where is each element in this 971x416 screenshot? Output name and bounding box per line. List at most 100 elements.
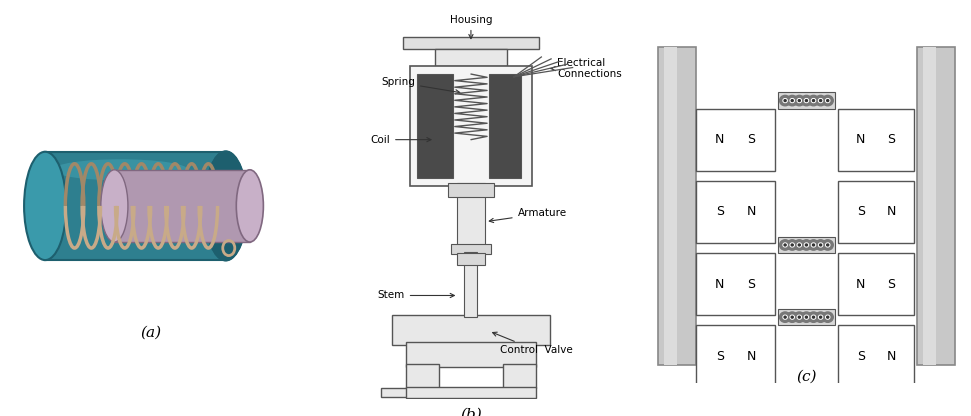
Circle shape: [819, 243, 822, 247]
Text: (b): (b): [460, 408, 482, 416]
Bar: [403, 37, 539, 50]
Text: N: N: [887, 206, 895, 218]
Bar: [392, 314, 550, 345]
Circle shape: [812, 243, 816, 247]
Bar: [664, 47, 677, 365]
Bar: [452, 243, 490, 255]
Circle shape: [813, 244, 815, 246]
Circle shape: [797, 243, 801, 247]
Circle shape: [819, 99, 822, 102]
Text: S: S: [856, 206, 865, 218]
Bar: [696, 181, 775, 243]
Circle shape: [801, 95, 812, 106]
Circle shape: [813, 316, 815, 318]
Text: Control  Valve: Control Valve: [492, 332, 573, 355]
Text: N: N: [715, 133, 724, 146]
Circle shape: [797, 315, 801, 319]
Circle shape: [791, 99, 793, 102]
Ellipse shape: [236, 170, 263, 242]
Circle shape: [812, 315, 816, 319]
Text: S: S: [748, 277, 755, 290]
Bar: [778, 237, 835, 253]
Text: N: N: [747, 350, 755, 363]
Circle shape: [801, 240, 812, 250]
Bar: [838, 109, 914, 171]
Text: N: N: [856, 277, 865, 290]
Text: (c): (c): [796, 370, 817, 384]
Bar: [406, 364, 439, 389]
Circle shape: [780, 240, 790, 250]
Bar: [406, 342, 536, 366]
Bar: [917, 47, 954, 365]
Circle shape: [790, 99, 794, 102]
Circle shape: [787, 240, 798, 250]
Circle shape: [798, 99, 800, 102]
Circle shape: [815, 240, 826, 250]
Text: Electrical
Connections: Electrical Connections: [552, 58, 621, 79]
Circle shape: [822, 240, 833, 250]
Circle shape: [780, 95, 790, 106]
Circle shape: [825, 315, 830, 319]
PathPatch shape: [382, 389, 418, 396]
Circle shape: [825, 243, 830, 247]
Bar: [696, 109, 775, 171]
Text: S: S: [887, 133, 895, 146]
Text: S: S: [856, 350, 865, 363]
Circle shape: [822, 312, 833, 322]
Bar: [46, 152, 226, 260]
Text: S: S: [716, 206, 723, 218]
Bar: [838, 253, 914, 315]
Circle shape: [787, 95, 798, 106]
Circle shape: [805, 99, 808, 102]
Text: S: S: [716, 350, 723, 363]
Circle shape: [813, 99, 815, 102]
Circle shape: [804, 99, 809, 102]
Circle shape: [822, 95, 833, 106]
Bar: [488, 74, 521, 178]
Text: Spring: Spring: [382, 77, 460, 94]
Circle shape: [805, 244, 808, 246]
Circle shape: [793, 240, 805, 250]
Circle shape: [784, 99, 787, 102]
Circle shape: [812, 99, 816, 102]
Bar: [418, 74, 452, 178]
Circle shape: [793, 95, 805, 106]
Ellipse shape: [24, 152, 66, 260]
Bar: [115, 170, 250, 242]
Circle shape: [815, 312, 826, 322]
Circle shape: [791, 316, 793, 318]
Circle shape: [820, 316, 821, 318]
Text: S: S: [748, 133, 755, 146]
Circle shape: [820, 99, 821, 102]
Bar: [435, 50, 507, 66]
Circle shape: [819, 315, 822, 319]
Circle shape: [783, 243, 787, 247]
Circle shape: [808, 95, 820, 106]
Bar: [456, 253, 486, 265]
Bar: [410, 66, 532, 186]
Circle shape: [820, 244, 821, 246]
Text: (a): (a): [140, 325, 161, 339]
Bar: [838, 325, 914, 387]
Bar: [923, 47, 936, 365]
Circle shape: [791, 244, 793, 246]
Circle shape: [780, 312, 790, 322]
Circle shape: [826, 244, 829, 246]
Text: Housing: Housing: [450, 15, 492, 39]
Circle shape: [805, 316, 808, 318]
Text: Stem: Stem: [378, 290, 454, 300]
Text: Armature: Armature: [489, 208, 567, 223]
Circle shape: [826, 316, 829, 318]
Text: N: N: [747, 206, 755, 218]
Circle shape: [808, 240, 820, 250]
Circle shape: [808, 312, 820, 322]
Circle shape: [784, 316, 787, 318]
Text: N: N: [887, 350, 895, 363]
Ellipse shape: [205, 152, 247, 260]
Circle shape: [790, 243, 794, 247]
Bar: [838, 181, 914, 243]
Circle shape: [783, 99, 787, 102]
Text: S: S: [887, 277, 895, 290]
Text: N: N: [715, 277, 724, 290]
Circle shape: [804, 315, 809, 319]
